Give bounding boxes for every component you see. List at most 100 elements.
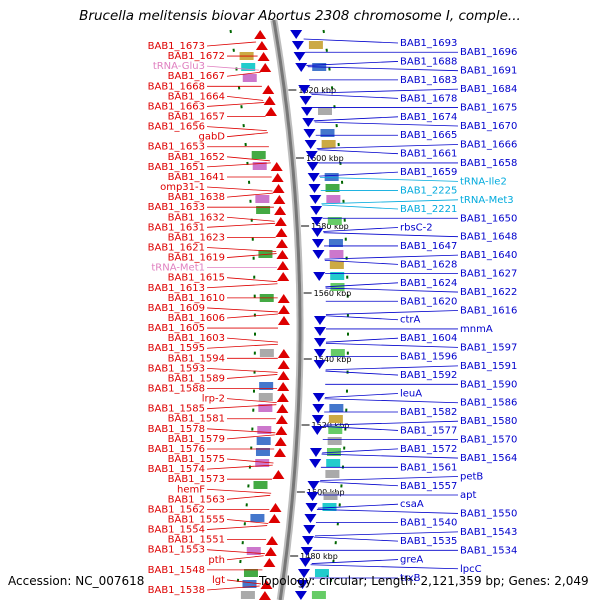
leader-line-left — [206, 65, 260, 71]
leader-line-right — [319, 171, 399, 177]
leader-line-right — [322, 204, 399, 210]
reverse-strand-feature — [277, 272, 290, 281]
leader-line-right — [323, 232, 459, 238]
gene-label-right: petB — [460, 472, 483, 483]
gene-label-right: BAB1_1561 — [400, 462, 457, 473]
cog-category-box — [253, 481, 268, 489]
leader-line-left — [226, 253, 277, 258]
leader-line-left — [226, 458, 274, 464]
forward-strand-feature — [299, 96, 312, 105]
reverse-strand-feature — [275, 415, 288, 424]
cog-category-box — [258, 250, 273, 258]
gene-label-right: apt — [460, 490, 476, 501]
gene-label-right: BAB1_1659 — [400, 167, 457, 178]
gene-label-left: BAB1_1652 — [168, 152, 225, 163]
gene-label-right: BAB1_1675 — [460, 103, 517, 114]
gene-label-right: BAB1_1696 — [460, 47, 517, 58]
leader-line-right — [320, 176, 459, 182]
gene-label-left: BAB1_1615 — [168, 273, 225, 284]
reverse-strand-feature — [274, 217, 287, 226]
forward-strand-feature — [308, 184, 321, 193]
leader-line-left — [226, 519, 269, 524]
gene-label-right: BAB1_1665 — [400, 130, 457, 141]
cog-category-box — [320, 129, 335, 137]
gene-label-left: BAB1_1579 — [168, 434, 225, 445]
reverse-strand-feature — [275, 426, 288, 435]
cog-category-box — [330, 272, 345, 280]
gene-label-right: BAB1_1577 — [400, 425, 457, 436]
leader-line-left — [206, 585, 260, 591]
cog-category-box — [259, 349, 274, 357]
gene-label-right: BAB1_1627 — [460, 269, 517, 280]
leader-line-left — [206, 525, 268, 530]
gene-label-left: BAB1_1673 — [148, 41, 205, 52]
leader-line-right — [311, 559, 399, 564]
leader-line-left — [226, 132, 268, 138]
forward-strand-feature — [304, 514, 317, 523]
cog-category-box — [241, 63, 256, 71]
forward-strand-feature — [309, 448, 322, 457]
forward-strand-feature — [307, 481, 320, 490]
gene-label-right: tRNA-Ile2 — [460, 176, 507, 187]
leader-line-right — [325, 337, 399, 343]
leader-line-right — [322, 448, 399, 454]
cog-category-box — [250, 514, 265, 522]
gene-label-right: BAB1_1674 — [400, 112, 457, 123]
forward-strand-feature — [309, 195, 322, 204]
forward-strand-feature — [302, 536, 315, 545]
gene-label-right: BAB1_1586 — [460, 398, 517, 409]
forward-strand-feature — [303, 129, 316, 138]
gene-label-left: BAB1_1663 — [148, 101, 205, 112]
gene-label-right: BAB1_1640 — [460, 250, 517, 261]
gene-label-right: BAB1_1647 — [400, 241, 457, 252]
map-title: Brucella melitensis biovar Abortus 2308 … — [79, 8, 521, 24]
gene-label-left: BAB1_1588 — [148, 384, 205, 395]
leader-line-right — [310, 88, 459, 94]
gene-label-left: BAB1_1548 — [148, 565, 205, 576]
backbone-arc — [272, 19, 302, 600]
gene-label-right: lpcC — [460, 564, 482, 575]
leader-line-left — [226, 494, 271, 500]
gene-label-right: BAB1_1597 — [460, 342, 517, 353]
leader-line-right — [319, 481, 399, 487]
scale-tick-label: 1480 kbp — [300, 552, 338, 561]
gene-label-left: BAB1_1621 — [148, 242, 205, 253]
leader-line-right — [324, 259, 399, 265]
gene-label-right: csaA — [400, 499, 424, 510]
gene-label-left: BAB1_1563 — [168, 494, 225, 505]
gene-label-right: BAB1_1628 — [400, 259, 457, 270]
forward-strand-feature — [313, 360, 326, 369]
leader-line-left — [226, 71, 261, 77]
leader-line-right — [316, 509, 459, 514]
cog-category-box — [324, 173, 339, 181]
gene-label-right: leuA — [400, 389, 422, 400]
gene-label-right: BAB1_1582 — [400, 407, 457, 418]
scale-tick-label: 1620 kbp — [298, 86, 336, 95]
gene-label-left: BAB1_1555 — [168, 514, 225, 525]
cog-category-box — [330, 283, 345, 291]
leader-line-right — [323, 426, 399, 431]
gene-label-right: BAB1_1590 — [460, 379, 517, 390]
leader-line-right — [311, 93, 399, 99]
cog-category-box — [323, 492, 338, 500]
gene-label-right: BAB1_1688 — [400, 56, 457, 67]
forward-strand-feature — [313, 349, 326, 358]
leader-line-right — [325, 365, 459, 371]
gene-label-left: lrp-2 — [202, 394, 225, 405]
reverse-strand-feature — [275, 228, 288, 237]
forward-strand-feature — [307, 173, 320, 182]
gene-label-right: BAB1_1670 — [460, 121, 517, 132]
gene-label-left: BAB1_1668 — [148, 81, 205, 92]
gene-label-right: BAB1_1691 — [460, 66, 517, 77]
cog-category-box — [325, 184, 340, 192]
gene-label-left: BAB1_1619 — [168, 253, 225, 264]
gene-label-right: BAB1_1616 — [460, 306, 517, 317]
cog-category-box — [251, 151, 266, 159]
leader-line-left — [226, 337, 279, 343]
gene-label-right: BAB1_1622 — [460, 287, 517, 298]
gene-label-left: BAB1_1657 — [168, 112, 225, 123]
forward-strand-feature — [300, 547, 313, 556]
forward-strand-feature — [296, 580, 309, 589]
forward-strand-feature — [290, 30, 303, 39]
